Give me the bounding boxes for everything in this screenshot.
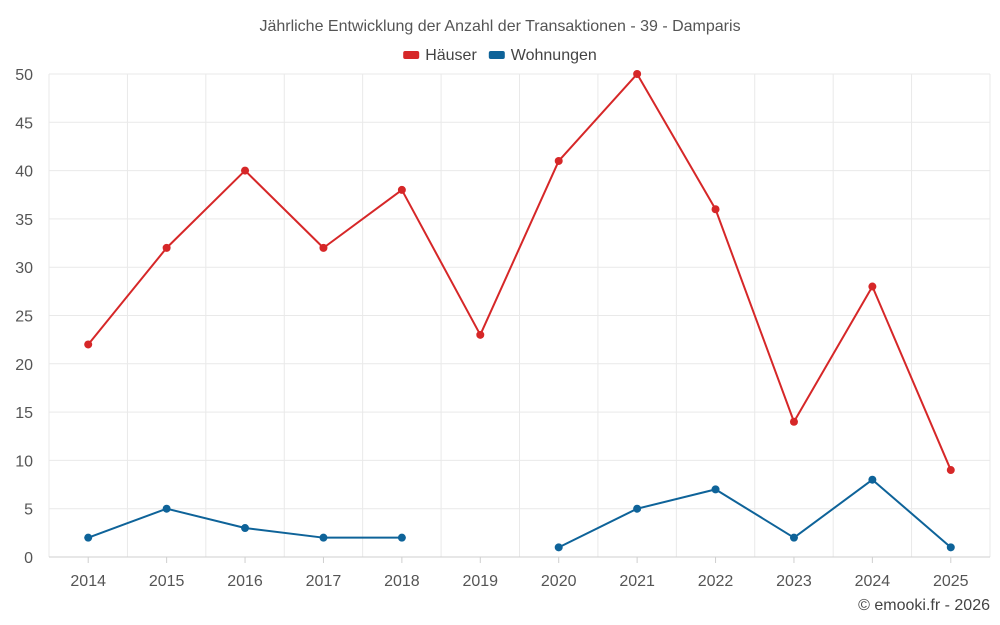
credit-text: © emooki.fr - 2026 (858, 597, 990, 614)
legend-label: Wohnungen (511, 47, 597, 64)
data-point[interactable] (554, 156, 563, 165)
data-point[interactable] (397, 185, 406, 194)
x-tick-label: 2022 (698, 573, 734, 590)
data-point[interactable] (319, 533, 328, 542)
x-tick-label: 2025 (933, 573, 969, 590)
data-point[interactable] (554, 543, 563, 552)
y-tick-label: 30 (15, 260, 33, 277)
data-point[interactable] (84, 340, 93, 349)
x-tick-label: 2014 (70, 573, 106, 590)
data-point[interactable] (84, 533, 93, 542)
x-tick-label: 2024 (855, 573, 891, 590)
data-point[interactable] (946, 466, 955, 475)
legend-swatch (403, 51, 420, 59)
data-point[interactable] (633, 70, 642, 78)
data-point[interactable] (162, 243, 171, 252)
grid (48, 73, 991, 558)
x-tick-label: 2016 (227, 573, 263, 590)
y-tick-label: 50 (15, 67, 33, 84)
y-tick-label: 25 (15, 309, 33, 326)
data-point[interactable] (868, 282, 877, 291)
legend[interactable]: Häuser Wohnungen (403, 47, 597, 64)
y-tick-label: 10 (15, 453, 33, 470)
data-point[interactable] (633, 504, 642, 513)
data-point[interactable] (946, 543, 955, 552)
data-point[interactable] (241, 166, 250, 175)
x-tick-label: 2019 (462, 573, 498, 590)
data-point[interactable] (476, 330, 485, 339)
data-point[interactable] (711, 205, 720, 214)
legend-swatch (488, 51, 505, 59)
legend-item-wohnungen[interactable]: Wohnungen (488, 47, 597, 64)
series-layer (84, 70, 955, 552)
data-point[interactable] (789, 417, 798, 426)
x-tick-label: 2015 (149, 573, 185, 590)
x-tick-label: 2020 (541, 573, 577, 590)
series-wohnungen (84, 475, 955, 552)
data-point[interactable] (711, 485, 720, 494)
y-tick-label: 0 (24, 550, 33, 567)
data-point[interactable] (319, 243, 328, 252)
y-tick-label: 35 (15, 212, 33, 229)
y-tick-label: 20 (15, 357, 33, 374)
legend-item-haeuser[interactable]: Häuser (403, 47, 477, 64)
x-tick-label: 2018 (384, 573, 420, 590)
y-tick-label: 5 (24, 502, 33, 519)
x-tick-label: 2017 (306, 573, 342, 590)
y-tick-label: 45 (15, 115, 33, 132)
y-tick-label: 40 (15, 164, 33, 181)
data-point[interactable] (397, 533, 406, 542)
data-point[interactable] (241, 524, 250, 533)
data-point[interactable] (789, 533, 798, 542)
chart-title: Jährliche Entwicklung der Anzahl der Tra… (259, 18, 740, 35)
data-point[interactable] (162, 504, 171, 513)
x-tick-label: 2023 (776, 573, 812, 590)
y-tick-label: 15 (15, 405, 33, 422)
legend-label: Häuser (425, 47, 477, 64)
data-point[interactable] (868, 475, 877, 484)
series-haeuser (84, 70, 955, 475)
x-tick-label: 2021 (619, 573, 655, 590)
series-line (87, 73, 952, 471)
